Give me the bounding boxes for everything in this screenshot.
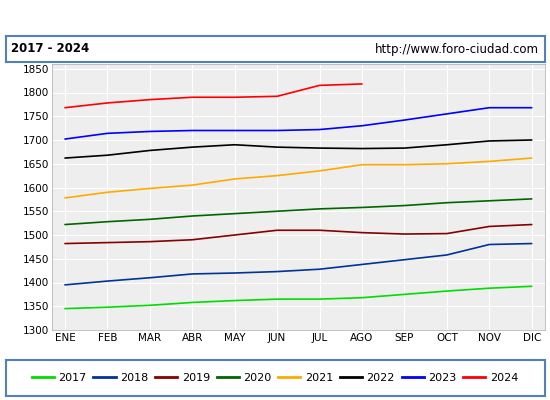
Text: http://www.foro-ciudad.com: http://www.foro-ciudad.com [375,42,539,56]
Legend: 2017, 2018, 2019, 2020, 2021, 2022, 2023, 2024: 2017, 2018, 2019, 2020, 2021, 2022, 2023… [28,368,522,388]
Text: 2017 - 2024: 2017 - 2024 [11,42,89,56]
Text: Evolucion num de emigrantes en Dénia: Evolucion num de emigrantes en Dénia [92,9,458,27]
